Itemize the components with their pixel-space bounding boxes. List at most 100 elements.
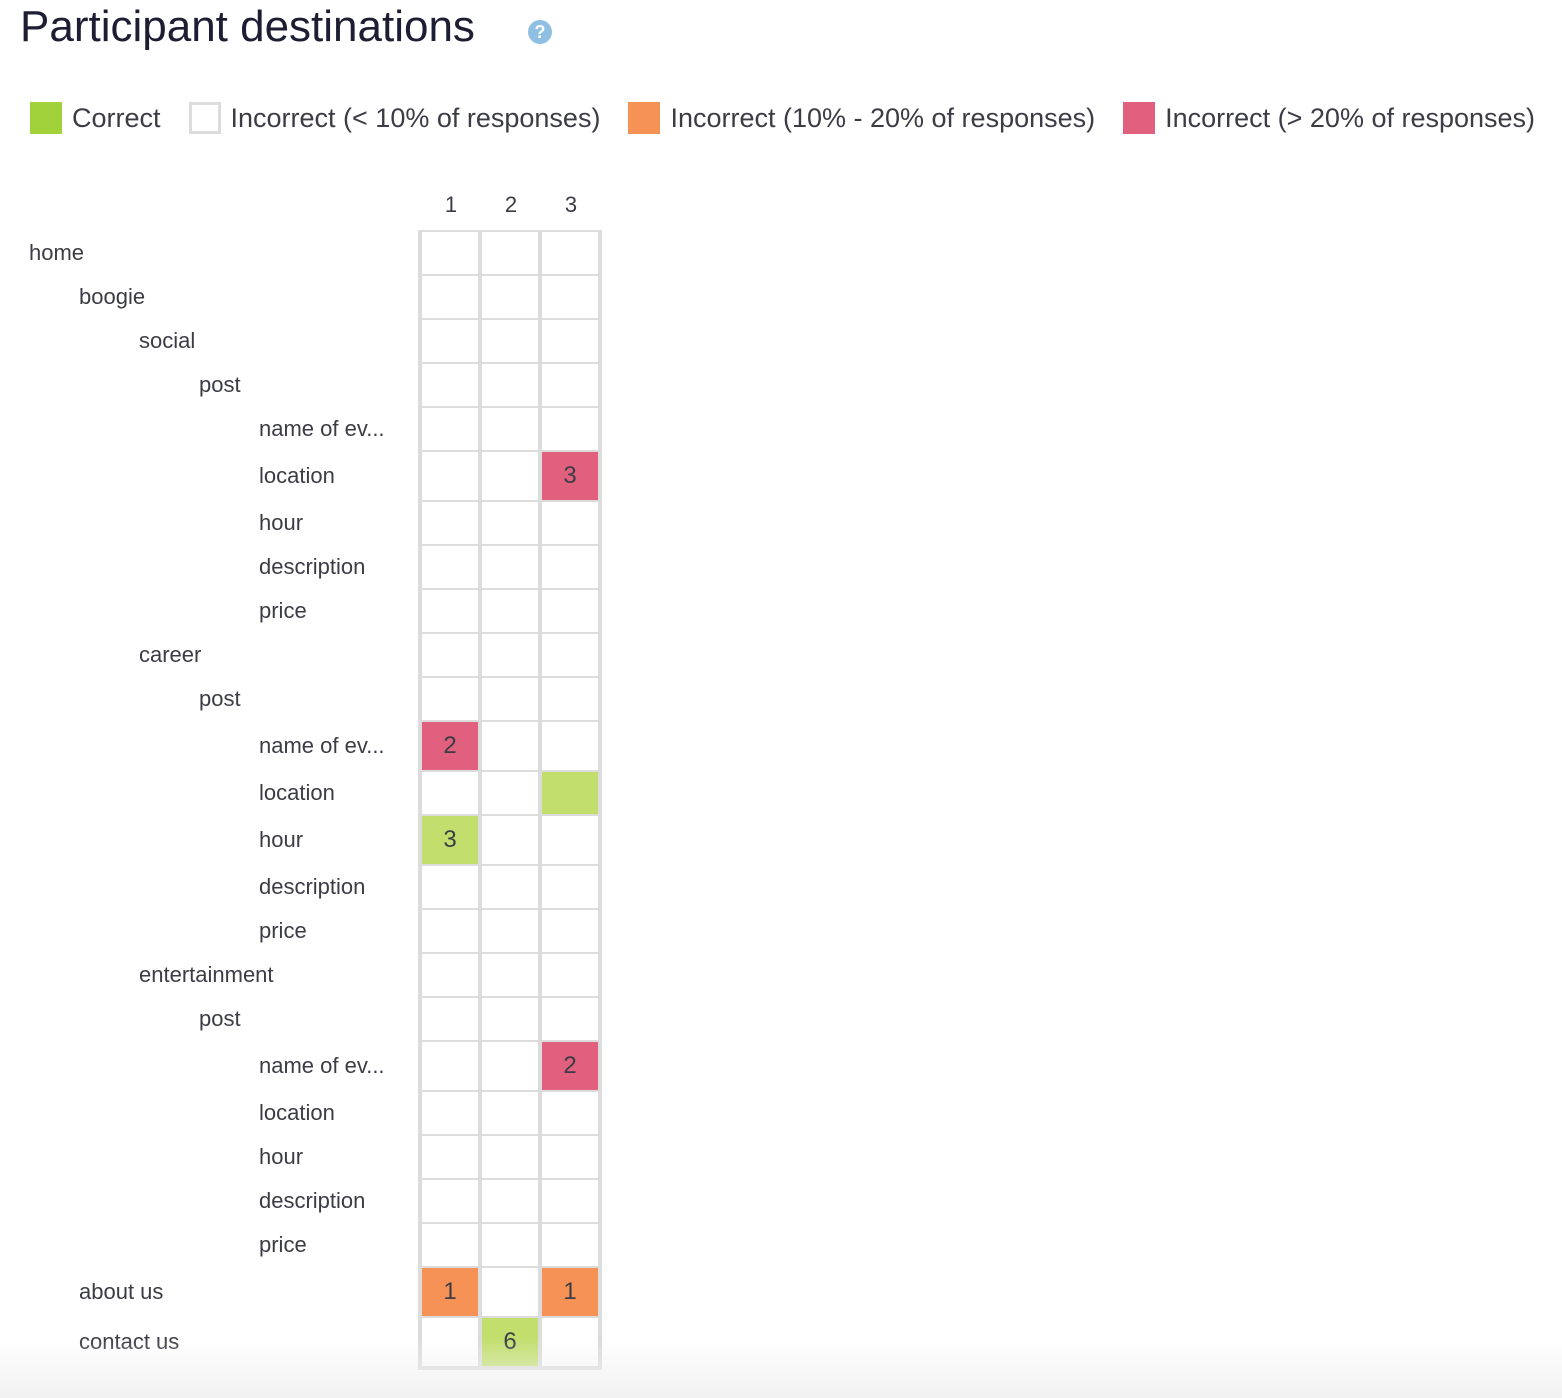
grid-cell bbox=[422, 634, 478, 676]
grid-cell bbox=[482, 364, 538, 406]
grid-cell bbox=[542, 1224, 598, 1266]
tree-node-label: price bbox=[259, 1232, 307, 1257]
tree-node-label: social bbox=[139, 328, 196, 353]
tree-node-label: contact us bbox=[79, 1329, 180, 1354]
grid-cell bbox=[482, 320, 538, 362]
grid-cell[interactable] bbox=[542, 772, 598, 814]
tree-node-label: entertainment bbox=[139, 962, 274, 987]
grid-cell bbox=[482, 954, 538, 996]
grid-cell bbox=[422, 276, 478, 318]
grid-cell bbox=[422, 1136, 478, 1178]
grid-cell bbox=[542, 634, 598, 676]
tree-node-label: description bbox=[259, 554, 366, 579]
tree-node-label: location bbox=[259, 463, 335, 488]
legend-item: Correct bbox=[30, 102, 161, 134]
tree-node-label: hour bbox=[259, 1144, 304, 1169]
grid-cell bbox=[422, 232, 478, 274]
legend-label: Correct bbox=[72, 102, 161, 133]
grid-cell[interactable]: 6 bbox=[482, 1318, 538, 1366]
legend-swatch bbox=[1123, 102, 1156, 134]
column-header: 2 bbox=[504, 192, 518, 217]
grid-cell bbox=[542, 678, 598, 720]
grid-cell bbox=[422, 678, 478, 720]
column-header: 3 bbox=[564, 192, 578, 217]
page-title: Participant destinations bbox=[20, 2, 475, 51]
tree-node-label: hour bbox=[259, 827, 304, 852]
grid-cell bbox=[482, 452, 538, 500]
grid-cell bbox=[542, 954, 598, 996]
grid-cell bbox=[542, 816, 598, 864]
grid-cell bbox=[482, 1042, 538, 1090]
grid-cell bbox=[482, 1136, 538, 1178]
legend: Correct Incorrect (< 10% of responses) Inc… bbox=[30, 100, 1535, 136]
grid-cell bbox=[422, 998, 478, 1040]
grid-cell bbox=[422, 320, 478, 362]
legend-swatch bbox=[628, 102, 661, 134]
tree-node-label: about us bbox=[79, 1279, 164, 1304]
grid-cell bbox=[482, 408, 538, 450]
tree-node-label: location bbox=[259, 780, 335, 805]
grid-cell bbox=[482, 1268, 538, 1316]
grid-cell bbox=[482, 816, 538, 864]
grid-cell bbox=[482, 998, 538, 1040]
grid-cell bbox=[422, 866, 478, 908]
grid-cell bbox=[542, 998, 598, 1040]
tree-node-label: name of ev... bbox=[259, 733, 385, 758]
grid-cell[interactable]: 2 bbox=[422, 722, 478, 770]
tree-node-label: post bbox=[199, 1006, 241, 1031]
grid-cell bbox=[422, 502, 478, 544]
tree-node-label: post bbox=[199, 686, 241, 711]
grid-cell bbox=[542, 1318, 598, 1366]
grid-cell bbox=[542, 866, 598, 908]
grid-cell bbox=[482, 546, 538, 588]
grid-cell bbox=[542, 232, 598, 274]
legend-label: Incorrect (< 10% of responses) bbox=[230, 102, 601, 133]
grid-cell bbox=[542, 1092, 598, 1134]
grid-cell bbox=[422, 1318, 478, 1366]
grid-cell bbox=[542, 1136, 598, 1178]
grid-cell[interactable]: 1 bbox=[542, 1268, 598, 1316]
grid-cell bbox=[422, 1092, 478, 1134]
tree-node-label: name of ev... bbox=[259, 1053, 385, 1078]
grid-cell bbox=[542, 722, 598, 770]
legend-swatch bbox=[30, 102, 62, 134]
grid-cell bbox=[482, 678, 538, 720]
legend-item: Incorrect (> 20% of responses) bbox=[1123, 102, 1535, 134]
legend-label: Incorrect (> 20% of responses) bbox=[1165, 102, 1536, 133]
grid-cell bbox=[542, 364, 598, 406]
grid-cell bbox=[542, 546, 598, 588]
grid-cell bbox=[422, 1224, 478, 1266]
grid-cell[interactable]: 3 bbox=[542, 452, 598, 500]
tree-node-label: name of ev... bbox=[259, 416, 385, 441]
grid-cell bbox=[422, 772, 478, 814]
grid-cell bbox=[422, 452, 478, 500]
grid-cell bbox=[542, 320, 598, 362]
legend-item: Incorrect (< 10% of responses) bbox=[188, 102, 601, 134]
bottom-fade bbox=[0, 1338, 1562, 1398]
grid-cell bbox=[482, 502, 538, 544]
grid-cell bbox=[422, 1042, 478, 1090]
grid-cell bbox=[482, 590, 538, 632]
grid-cell bbox=[482, 232, 538, 274]
grid-cell bbox=[422, 364, 478, 406]
grid-cell[interactable]: 1 bbox=[422, 1268, 478, 1316]
grid-cell[interactable]: 3 bbox=[422, 816, 478, 864]
tree-node-label: post bbox=[199, 372, 241, 397]
grid-cell bbox=[422, 590, 478, 632]
tree-node-label: description bbox=[259, 874, 366, 899]
question-circle-icon[interactable]: ? bbox=[528, 20, 552, 44]
legend-swatch bbox=[188, 102, 221, 134]
grid-cell bbox=[422, 408, 478, 450]
tree-node-label: price bbox=[259, 918, 307, 943]
grid-cell bbox=[482, 1180, 538, 1222]
grid-cell bbox=[422, 1180, 478, 1222]
grid-cell bbox=[542, 910, 598, 952]
grid-cell bbox=[422, 546, 478, 588]
legend-item: Incorrect (10% - 20% of responses) bbox=[628, 102, 1095, 134]
grid-cell[interactable]: 2 bbox=[542, 1042, 598, 1090]
grid-cell bbox=[482, 1224, 538, 1266]
grid-cell bbox=[542, 276, 598, 318]
grid-cell bbox=[482, 722, 538, 770]
tree-node-label: hour bbox=[259, 510, 304, 535]
grid-cell bbox=[482, 866, 538, 908]
